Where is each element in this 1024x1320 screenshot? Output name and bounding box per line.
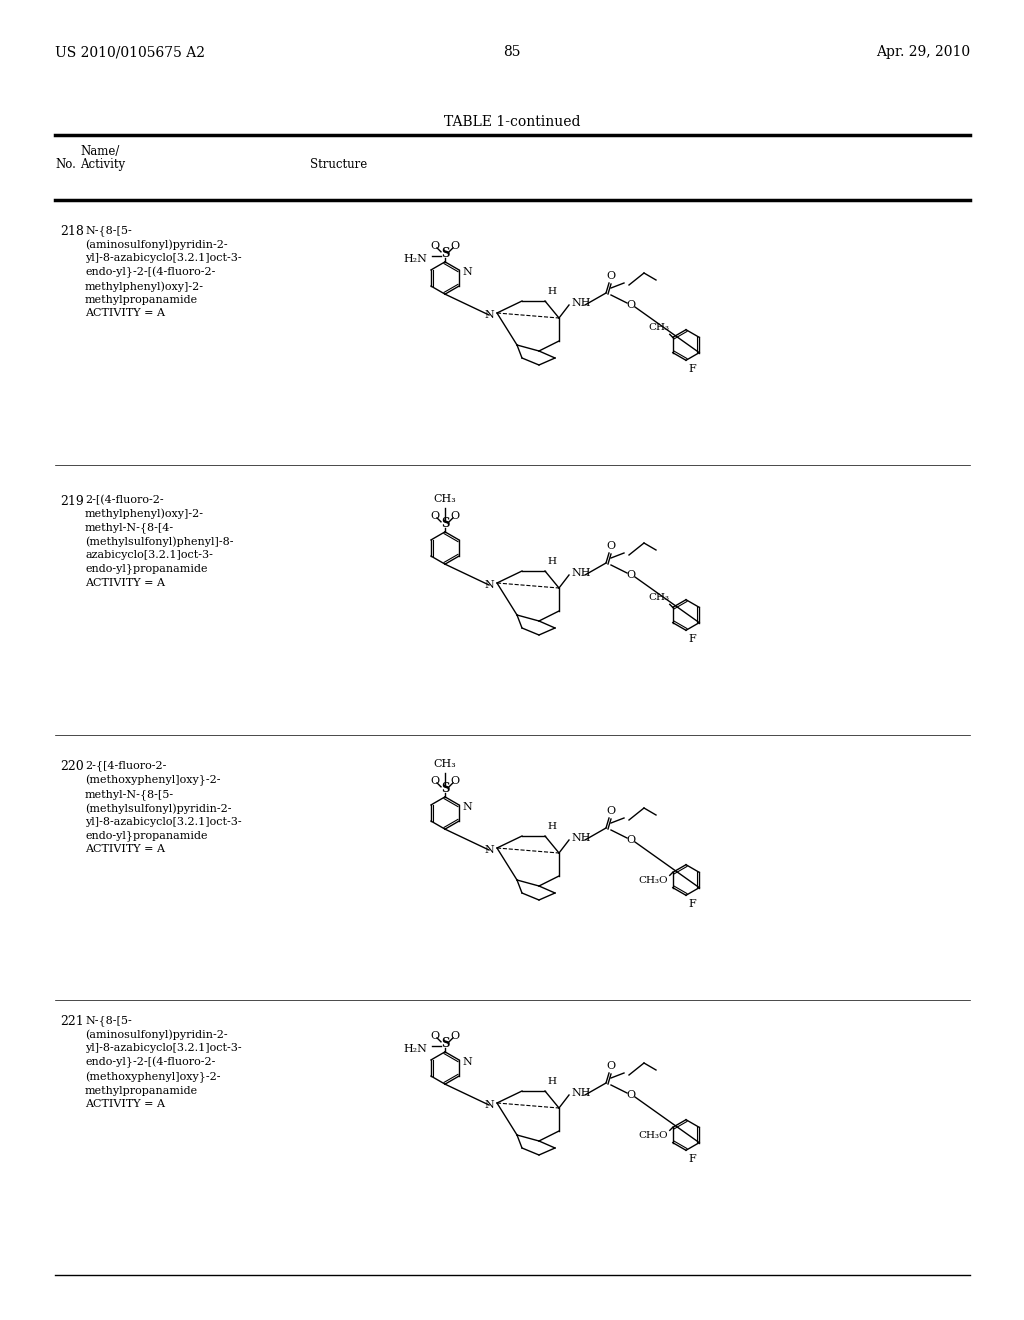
Text: N: N	[484, 1100, 494, 1110]
Text: 2-{[4-fluoro-2-
(methoxyphenyl]oxy}-2-
methyl-N-{8-[5-
(methylsulfonyl)pyridin-2: 2-{[4-fluoro-2- (methoxyphenyl]oxy}-2- m…	[85, 760, 242, 854]
Text: NH: NH	[571, 1088, 591, 1098]
Text: O: O	[451, 240, 460, 251]
Text: O: O	[627, 300, 636, 310]
Text: 2-[(4-fluoro-2-
methylphenyl)oxy]-2-
methyl-N-{8-[4-
(methylsulfonyl)phenyl]-8-
: 2-[(4-fluoro-2- methylphenyl)oxy]-2- met…	[85, 495, 233, 587]
Text: F: F	[688, 899, 695, 909]
Text: S: S	[440, 517, 450, 531]
Text: H: H	[547, 286, 556, 296]
Text: O: O	[606, 541, 615, 550]
Text: CH₃: CH₃	[433, 759, 457, 768]
Text: Activity: Activity	[80, 158, 125, 172]
Text: 218: 218	[60, 224, 84, 238]
Text: N: N	[462, 803, 472, 812]
Text: O: O	[451, 776, 460, 785]
Text: N-{8-[5-
(aminosulfonyl)pyridin-2-
yl]-8-azabicyclo[3.2.1]oct-3-
endo-yl}-2-[(4-: N-{8-[5- (aminosulfonyl)pyridin-2- yl]-8…	[85, 224, 242, 318]
Text: N: N	[484, 845, 494, 855]
Text: F: F	[688, 364, 695, 375]
Text: Structure: Structure	[310, 158, 368, 172]
Text: CH₃: CH₃	[649, 594, 670, 602]
Text: O: O	[430, 776, 439, 785]
Text: N: N	[462, 1057, 472, 1067]
Text: S: S	[440, 247, 450, 260]
Text: N-{8-[5-
(aminosulfonyl)pyridin-2-
yl]-8-azabicyclo[3.2.1]oct-3-
endo-yl}-2-[(4-: N-{8-[5- (aminosulfonyl)pyridin-2- yl]-8…	[85, 1015, 242, 1109]
Text: O: O	[606, 1061, 615, 1071]
Text: N: N	[484, 310, 494, 319]
Text: NH: NH	[571, 833, 591, 843]
Text: NH: NH	[571, 298, 591, 308]
Text: 220: 220	[60, 760, 84, 774]
Text: O: O	[606, 271, 615, 281]
Text: CH₃O: CH₃O	[638, 1131, 668, 1140]
Text: F: F	[688, 635, 695, 644]
Text: No.: No.	[55, 158, 76, 172]
Text: CH₃O: CH₃O	[638, 876, 668, 886]
Text: S: S	[440, 783, 450, 796]
Text: CH₃: CH₃	[649, 323, 670, 333]
Text: NH: NH	[571, 568, 591, 578]
Text: TABLE 1-continued: TABLE 1-continued	[443, 115, 581, 129]
Text: H: H	[547, 557, 556, 566]
Text: 85: 85	[503, 45, 521, 59]
Text: H₂N: H₂N	[403, 1044, 427, 1053]
Text: US 2010/0105675 A2: US 2010/0105675 A2	[55, 45, 205, 59]
Text: O: O	[430, 511, 439, 521]
Text: O: O	[627, 836, 636, 845]
Text: H: H	[547, 822, 556, 832]
Text: 221: 221	[60, 1015, 84, 1028]
Text: H: H	[547, 1077, 556, 1086]
Text: CH₃: CH₃	[433, 494, 457, 504]
Text: S: S	[440, 1038, 450, 1051]
Text: H₂N: H₂N	[403, 253, 427, 264]
Text: F: F	[688, 1154, 695, 1164]
Text: O: O	[451, 511, 460, 521]
Text: N: N	[484, 579, 494, 590]
Text: O: O	[451, 1031, 460, 1041]
Text: N: N	[462, 267, 472, 277]
Text: O: O	[430, 1031, 439, 1041]
Text: O: O	[430, 240, 439, 251]
Text: Apr. 29, 2010: Apr. 29, 2010	[876, 45, 970, 59]
Text: O: O	[627, 570, 636, 579]
Text: Name/: Name/	[80, 145, 120, 158]
Text: O: O	[606, 807, 615, 816]
Text: O: O	[627, 1090, 636, 1100]
Text: 219: 219	[60, 495, 84, 508]
